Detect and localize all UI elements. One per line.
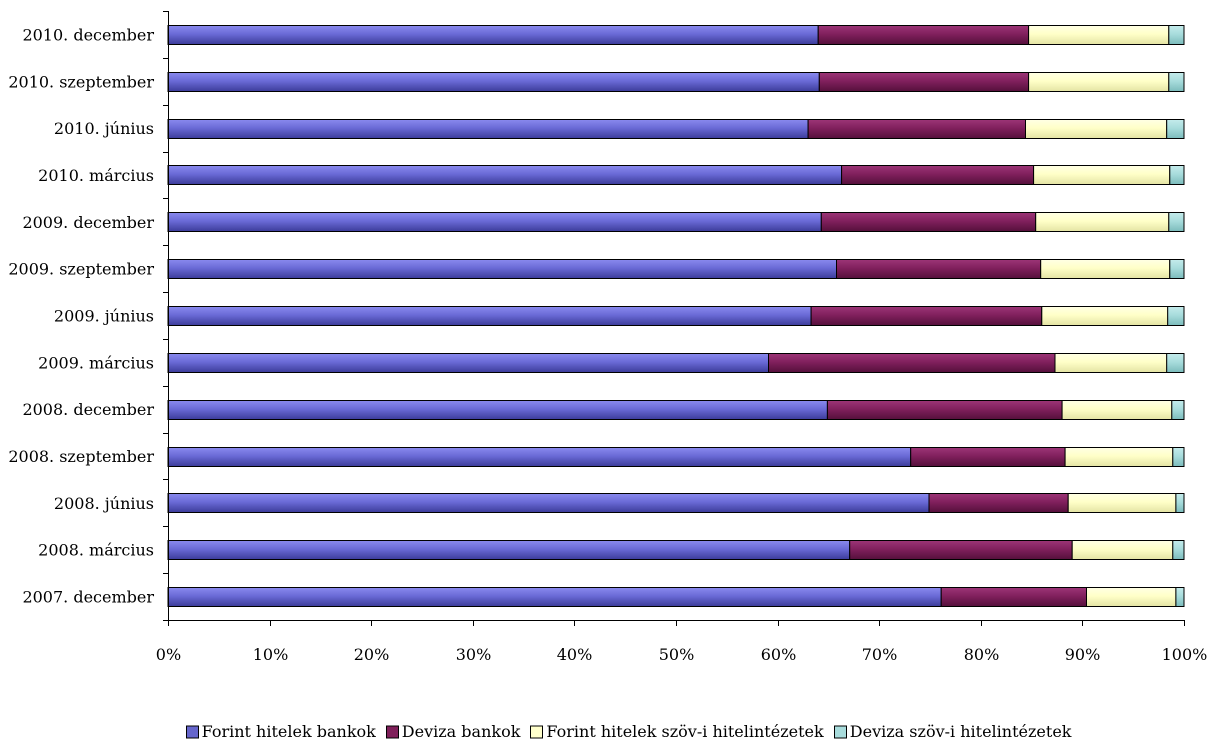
x-tick-label: 50%: [659, 645, 695, 664]
bar-segment: [1172, 540, 1185, 560]
category-label: 2008. december: [22, 400, 154, 419]
bar-segment: [826, 400, 1063, 420]
legend-swatch: [834, 725, 847, 739]
x-tick-label: 40%: [557, 645, 593, 664]
bar-segment: [1086, 587, 1177, 607]
bar-segment: [167, 212, 822, 232]
bar-segment: [817, 25, 1030, 45]
legend-label: Deviza szöv-i hitelintézetek: [850, 722, 1072, 741]
category-label: 2008. június: [54, 494, 154, 513]
category-labels: 2010. december 2010. szeptember 2010. júni…: [8, 25, 154, 606]
bar-segment: [1025, 119, 1168, 139]
bar-segment: [167, 165, 843, 185]
legend: Forint hitelek bankok Deviza bankok Forint…: [186, 722, 1072, 741]
bar-segment: [1035, 212, 1170, 232]
bar-segment: [167, 353, 769, 373]
bar-segment: [820, 212, 1037, 232]
bar-segment: [1172, 447, 1185, 467]
bar-segment: [1041, 306, 1169, 326]
legend-swatch: [186, 725, 199, 739]
x-tick-label: 90%: [1065, 645, 1101, 664]
bar-segment: [1033, 165, 1171, 185]
legend-item: Forint hitelek szöv-i hitelintézetek: [530, 722, 824, 741]
bar-segment: [1168, 25, 1185, 45]
bar-segment: [1169, 259, 1185, 279]
bar-segment: [1168, 72, 1185, 92]
bar-segment: [1175, 587, 1185, 607]
category-label: 2009. március: [38, 353, 154, 372]
category-label: 2008. szeptember: [8, 447, 154, 466]
x-tick-label: 0%: [156, 645, 181, 664]
x-tick-labels: 0% 10% 20% 30% 40% 50% 60% 70% 80% 90% 100%: [156, 645, 1208, 664]
bar-segment: [928, 493, 1069, 513]
bar-segment: [1175, 493, 1185, 513]
bar-segment: [849, 540, 1073, 560]
legend-swatch: [530, 725, 543, 739]
bar-segment: [1064, 447, 1174, 467]
bar-segment: [1166, 119, 1185, 139]
bar-segment: [1167, 306, 1185, 326]
axes-layer: [163, 11, 1185, 626]
x-tick-label: 20%: [354, 645, 390, 664]
bar-segment: [1061, 400, 1173, 420]
bar-segment: [167, 25, 819, 45]
bar-segment: [167, 72, 820, 92]
bar-segment: [1040, 259, 1171, 279]
plot-area: 2010. december 2010. szeptember 2010. júni…: [8, 11, 1207, 664]
bar-segment: [836, 259, 1042, 279]
bar-segment: [810, 306, 1043, 326]
category-label: 2009. szeptember: [8, 260, 154, 279]
bar-segment: [910, 447, 1066, 467]
bar-segment: [1067, 493, 1177, 513]
bar-segment: [167, 447, 912, 467]
bar-segment: [1166, 353, 1185, 373]
bar-segment: [1169, 165, 1185, 185]
category-label: 2010. június: [54, 119, 154, 138]
legend-label: Forint hitelek bankok: [202, 722, 377, 741]
category-label: 2010. december: [22, 25, 154, 44]
legend-label: Forint hitelek szöv-i hitelintézetek: [546, 722, 824, 741]
bar-segment: [167, 400, 828, 420]
x-tick-label: 80%: [964, 645, 1000, 664]
bar-segment: [940, 587, 1088, 607]
bar-segment: [1071, 540, 1174, 560]
bars-layer: [167, 25, 1185, 607]
bar-segment: [1028, 25, 1170, 45]
bar-segment: [1171, 400, 1185, 420]
x-tick-label: 30%: [456, 645, 492, 664]
bar-segment: [818, 72, 1030, 92]
category-label: 2010. március: [38, 166, 154, 185]
bar-segment: [167, 119, 809, 139]
bar-segment: [167, 540, 851, 560]
legend-swatch: [386, 725, 399, 739]
category-label: 2007. december: [22, 588, 154, 607]
bar-segment: [167, 259, 837, 279]
bar-segment: [807, 119, 1026, 139]
legend-item: Deviza bankok: [386, 722, 521, 741]
bar-segment: [768, 353, 1056, 373]
bar-segment: [1168, 212, 1185, 232]
x-tick-label: 60%: [761, 645, 797, 664]
category-label: 2009. december: [22, 213, 154, 232]
bar-segment: [841, 165, 1035, 185]
legend-label: Deviza bankok: [402, 722, 521, 741]
bar-segment: [1054, 353, 1168, 373]
x-tick-label: 100%: [1162, 645, 1208, 664]
x-tick-label: 70%: [862, 645, 898, 664]
bar-segment: [167, 587, 942, 607]
bar-segment: [167, 493, 930, 513]
category-label: 2009. június: [54, 307, 154, 326]
category-label: 2010. szeptember: [8, 72, 154, 91]
legend-item: Forint hitelek bankok: [186, 722, 377, 741]
bar-segment: [1028, 72, 1170, 92]
legend-item: Deviza szöv-i hitelintézetek: [834, 722, 1072, 741]
x-tick-label: 10%: [253, 645, 289, 664]
category-label: 2008. március: [38, 541, 154, 560]
bar-segment: [167, 306, 812, 326]
